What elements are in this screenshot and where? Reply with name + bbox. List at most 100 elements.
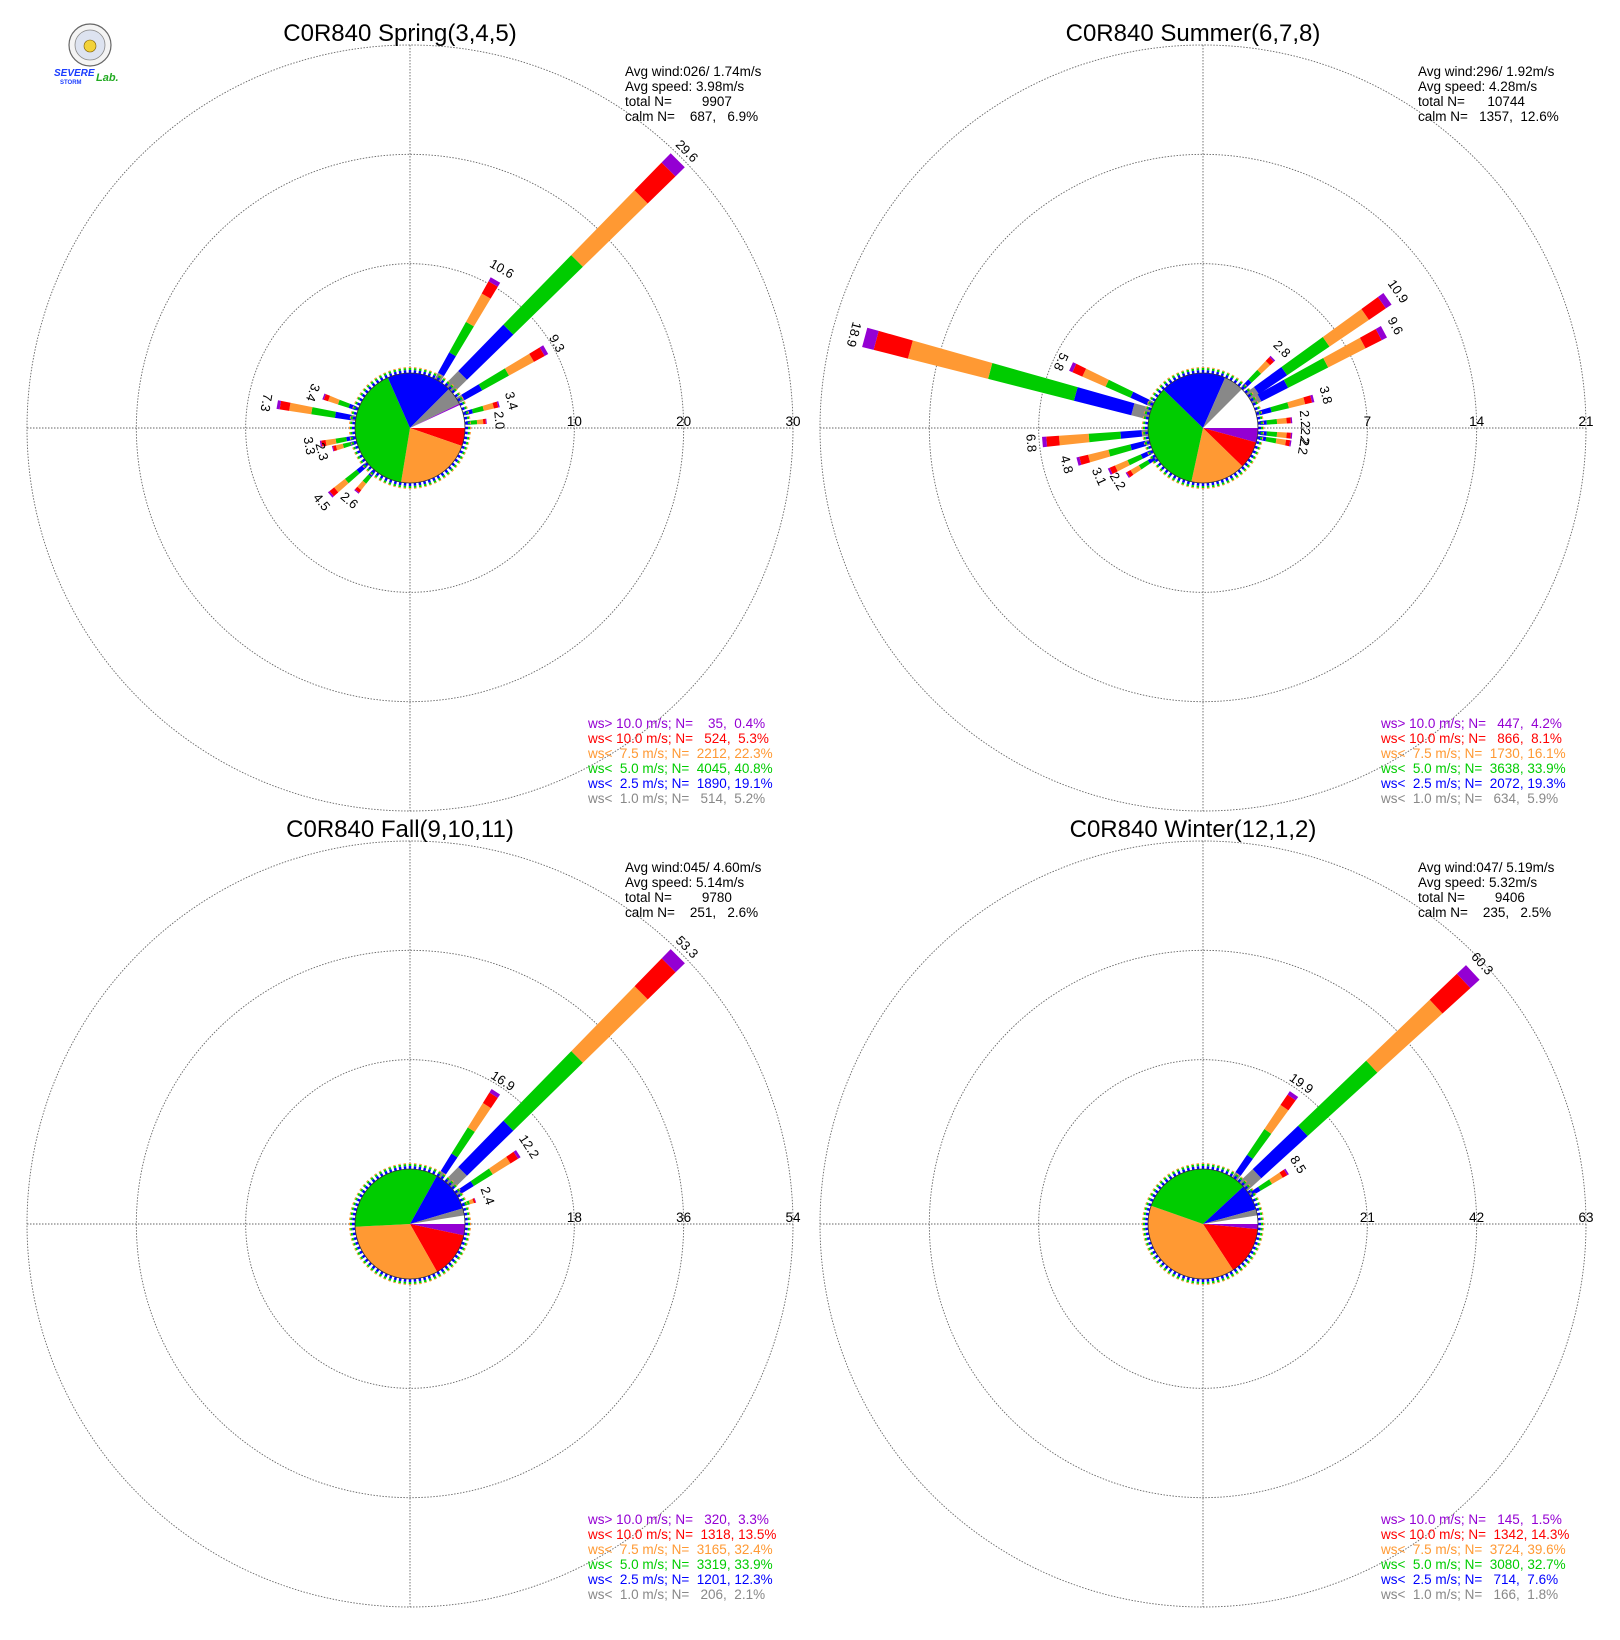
bar-segment-ws_lt_2_5 — [458, 1181, 474, 1194]
minor-tick — [1248, 387, 1251, 391]
minor-tick — [1215, 371, 1220, 376]
minor-tick — [422, 1167, 427, 1172]
minor-tick — [437, 1273, 442, 1277]
minor-tick — [436, 1173, 441, 1178]
minor-tick — [451, 1180, 454, 1183]
minor-tick — [388, 482, 392, 485]
bar-segment-ws_lt_7_5 — [482, 402, 494, 411]
minor-tick — [463, 1232, 468, 1236]
minor-tick — [1252, 1192, 1256, 1197]
minor-tick — [1186, 480, 1191, 485]
bar-segment-ws_gt_10 — [319, 440, 323, 447]
minor-tick — [1215, 1276, 1220, 1281]
minor-tick — [1155, 1183, 1158, 1187]
bar-segment-ws_lt_5 — [1283, 358, 1329, 388]
minor-tick — [461, 396, 464, 400]
minor-tick — [462, 1197, 465, 1201]
minor-tick — [353, 411, 358, 416]
minor-tick — [1145, 436, 1150, 440]
bar-segment-ws_lt_10 — [1359, 329, 1382, 349]
minor-tick — [446, 471, 450, 475]
legend-entry-ws_lt_5: ws< 5.0 m/s; N= 3080, 32.7% — [1380, 1557, 1566, 1572]
bar-segment-ws_lt_7_5 — [1276, 432, 1287, 439]
minor-tick — [463, 1212, 468, 1216]
minor-tick — [433, 1276, 437, 1279]
minor-tick — [455, 387, 458, 391]
bar-segment-ws_gt_10 — [1310, 394, 1315, 403]
minor-tick — [1171, 1170, 1175, 1173]
minor-tick — [1257, 1202, 1260, 1206]
chart-title: C0R840 Winter(12,1,2) — [1070, 816, 1317, 843]
minor-tick — [454, 1189, 459, 1194]
bar-segment-ws_lt_7_5 — [468, 1198, 474, 1205]
minor-tick — [370, 381, 374, 385]
direction-bar — [276, 400, 357, 421]
minor-tick — [1150, 1192, 1154, 1197]
minor-tick — [463, 416, 468, 420]
bar-segment-ws_lt_7_5 — [1130, 465, 1142, 475]
bar-segment-ws_lt_5 — [1248, 369, 1262, 383]
minor-tick — [442, 474, 446, 478]
minor-tick — [1161, 386, 1165, 390]
bar-segment-ws_lt_5 — [337, 399, 350, 408]
minor-tick — [1146, 1242, 1149, 1246]
minor-tick — [1229, 1270, 1234, 1275]
bar-segment-ws_lt_7_5 — [1287, 397, 1306, 409]
bar-segment-ws_lt_10 — [1265, 357, 1274, 366]
minor-tick — [1252, 455, 1256, 460]
minor-tick — [351, 411, 355, 415]
minor-tick — [1237, 1265, 1242, 1270]
minor-tick — [1248, 1261, 1251, 1265]
minor-tick — [1177, 477, 1181, 482]
minor-tick — [459, 396, 463, 401]
minor-tick — [462, 1247, 465, 1251]
bar-segment-ws_lt_10 — [1303, 395, 1313, 405]
bar-segment-ws_lt_7_5 — [1323, 337, 1366, 368]
minor-tick — [1171, 1273, 1176, 1277]
pie-slice-ws_lt_1 — [1203, 377, 1242, 428]
bar-value-label: 2.8 — [1270, 337, 1293, 360]
minor-tick — [388, 1167, 392, 1170]
bar-segment-ws_lt_5 — [1127, 454, 1143, 466]
minor-tick — [1162, 380, 1166, 383]
minor-tick — [455, 465, 458, 469]
bar-segment-ws_lt_7_5 — [1257, 360, 1271, 374]
minor-tick — [1167, 378, 1171, 382]
minor-tick — [1152, 1257, 1155, 1261]
minor-tick — [1157, 1185, 1162, 1190]
minor-tick — [355, 451, 358, 455]
bar-segment-ws_lt_7_5 — [334, 478, 349, 493]
bar-value-label: 6.8 — [1023, 433, 1040, 452]
minor-tick — [1231, 479, 1235, 482]
minor-tick — [1171, 374, 1175, 377]
minor-tick — [422, 371, 427, 376]
minor-tick — [1168, 379, 1173, 384]
minor-tick — [378, 1273, 383, 1277]
bar-segment-ws_gt_10 — [1042, 436, 1048, 448]
minor-tick — [1152, 397, 1157, 402]
legend-entry-ws_lt_1: ws< 1.0 m/s; N= 634, 5.9% — [1380, 791, 1558, 806]
minor-tick — [422, 1276, 427, 1281]
minor-tick — [360, 1256, 364, 1260]
legend-entry-ws_lt_10: ws< 10.0 m/s; N= 1342, 14.3% — [1380, 1527, 1569, 1542]
pie-slice-ws_lt_2_5 — [410, 1175, 463, 1224]
minor-tick — [363, 1260, 367, 1264]
bar-segment-ws_lt_5 — [470, 420, 478, 425]
ring-label: 18 — [567, 1210, 582, 1225]
minor-tick — [1235, 1174, 1239, 1178]
minor-tick — [1252, 1251, 1256, 1256]
bar-segment-ws_gt_10 — [1290, 417, 1293, 424]
bar-value-label: 9.3 — [546, 332, 568, 355]
legend-entry-ws_lt_5: ws< 5.0 m/s; N= 3319, 33.9% — [587, 1557, 773, 1572]
minor-tick — [359, 1187, 362, 1191]
minor-tick — [442, 1270, 446, 1274]
bar-segment-ws_lt_5 — [451, 1127, 475, 1158]
minor-tick — [1154, 458, 1159, 463]
minor-tick — [388, 371, 392, 374]
minor-tick — [356, 450, 361, 454]
bar-segment-ws_lt_2_5 — [1253, 367, 1288, 395]
minor-tick — [432, 374, 436, 379]
pie-slice-ws_gt_10 — [410, 403, 460, 428]
minor-tick — [1251, 1257, 1254, 1261]
minor-tick — [361, 1189, 366, 1194]
